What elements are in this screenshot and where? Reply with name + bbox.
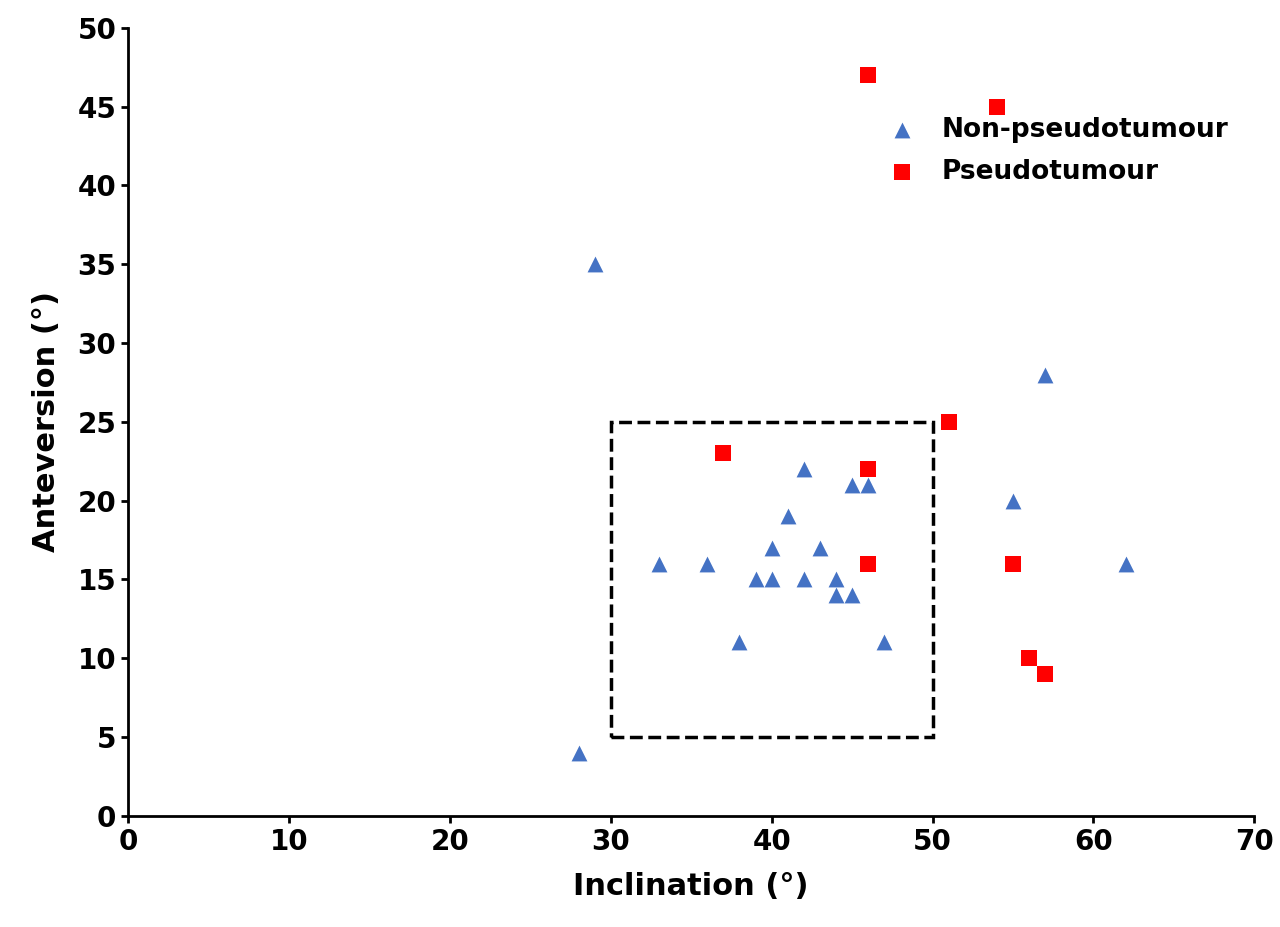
Pseudotumour bbox=[1019, 651, 1039, 666]
Pseudotumour bbox=[938, 414, 959, 429]
Y-axis label: Anteversion (°): Anteversion (°) bbox=[32, 291, 60, 552]
Non-pseudotumour bbox=[762, 540, 782, 555]
Pseudotumour bbox=[858, 556, 878, 571]
Non-pseudotumour bbox=[730, 635, 750, 650]
Non-pseudotumour bbox=[826, 588, 846, 603]
Pseudotumour bbox=[858, 68, 878, 83]
Non-pseudotumour bbox=[698, 556, 718, 571]
Non-pseudotumour bbox=[794, 462, 814, 476]
Non-pseudotumour bbox=[794, 572, 814, 587]
Pseudotumour bbox=[1002, 556, 1023, 571]
Non-pseudotumour bbox=[745, 572, 765, 587]
Non-pseudotumour bbox=[1036, 367, 1056, 382]
Non-pseudotumour bbox=[585, 257, 605, 272]
Bar bbox=[611, 422, 933, 737]
Non-pseudotumour bbox=[826, 572, 846, 587]
X-axis label: Inclination (°): Inclination (°) bbox=[573, 872, 809, 901]
Pseudotumour bbox=[713, 446, 733, 461]
Pseudotumour bbox=[987, 99, 1007, 114]
Non-pseudotumour bbox=[842, 477, 863, 492]
Non-pseudotumour bbox=[1115, 556, 1135, 571]
Pseudotumour bbox=[858, 462, 878, 476]
Non-pseudotumour bbox=[842, 588, 863, 603]
Pseudotumour bbox=[1036, 667, 1056, 681]
Non-pseudotumour bbox=[1002, 493, 1023, 508]
Non-pseudotumour bbox=[874, 635, 895, 650]
Non-pseudotumour bbox=[649, 556, 669, 571]
Non-pseudotumour bbox=[762, 572, 782, 587]
Non-pseudotumour bbox=[858, 477, 878, 492]
Non-pseudotumour bbox=[568, 745, 589, 760]
Non-pseudotumour bbox=[777, 509, 797, 524]
Legend: Non-pseudotumour, Pseudotumour: Non-pseudotumour, Pseudotumour bbox=[863, 104, 1242, 198]
Non-pseudotumour bbox=[810, 540, 831, 555]
